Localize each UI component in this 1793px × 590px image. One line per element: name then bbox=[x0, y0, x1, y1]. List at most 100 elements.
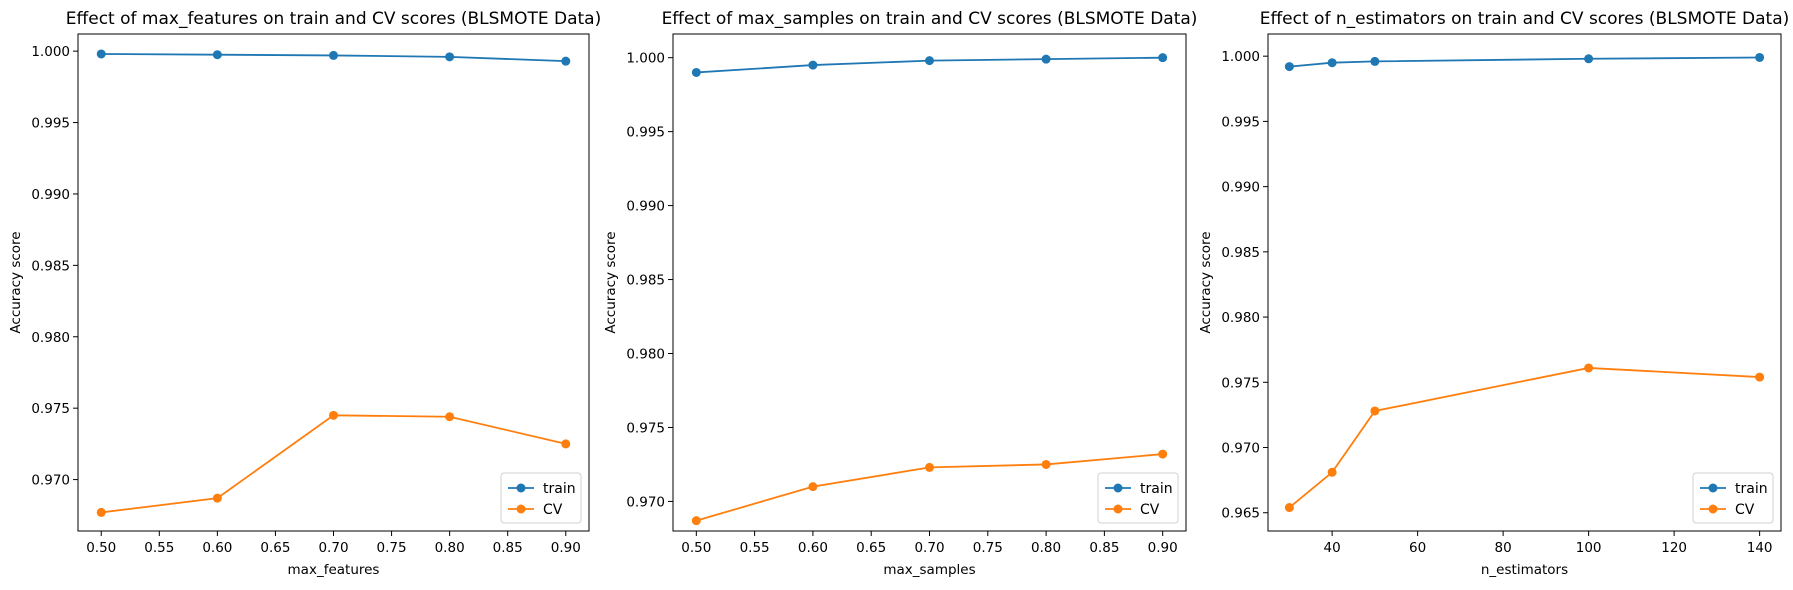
legend: train CV bbox=[1692, 472, 1774, 524]
y-axis-label: Accuracy score bbox=[8, 231, 24, 333]
chart-panel-3: Effect of n_estimators on train and CV s… bbox=[1198, 9, 1789, 578]
y-tick-label: 0.970 bbox=[1221, 441, 1260, 457]
data-point-train bbox=[691, 67, 701, 77]
x-tick-label: 0.60 bbox=[798, 540, 828, 556]
chart-panel-1: Effect of max_features on train and CV s… bbox=[8, 9, 601, 578]
legend-marker bbox=[1708, 504, 1718, 514]
x-axis-label: max_samples bbox=[883, 562, 975, 578]
y-tick-label: 0.985 bbox=[31, 258, 70, 274]
y-tick-label: 1.000 bbox=[626, 51, 665, 67]
chart-title: Effect of max_samples on train and CV sc… bbox=[662, 9, 1198, 29]
data-point-cv bbox=[212, 493, 222, 503]
y-tick-label: 0.980 bbox=[1221, 310, 1260, 326]
legend-label: train bbox=[1735, 481, 1768, 497]
data-point-train bbox=[1327, 58, 1337, 68]
y-tick-label: 0.990 bbox=[1221, 180, 1260, 196]
x-tick-label: 0.50 bbox=[86, 540, 116, 556]
data-point-train bbox=[96, 49, 106, 59]
data-point-cv bbox=[925, 462, 934, 472]
legend: train CV bbox=[500, 472, 582, 524]
chart-panel-2: Effect of max_samples on train and CV sc… bbox=[603, 9, 1197, 578]
x-axis-label: n_estimators bbox=[1481, 562, 1568, 578]
data-point-cv bbox=[96, 507, 106, 517]
data-point-train bbox=[1584, 54, 1594, 64]
plot-frame bbox=[1267, 33, 1782, 532]
data-point-train bbox=[1041, 54, 1051, 64]
data-point-cv bbox=[1755, 372, 1765, 382]
y-axis-label: Accuracy score bbox=[1198, 231, 1214, 333]
x-axis-label: max_features bbox=[288, 562, 380, 578]
data-point-train bbox=[808, 60, 818, 70]
legend-label: train bbox=[1140, 481, 1173, 497]
y-tick-label: 0.995 bbox=[626, 125, 665, 141]
y-tick-label: 0.990 bbox=[626, 199, 665, 215]
legend-label: CV bbox=[1735, 502, 1755, 518]
data-point-cv bbox=[1327, 467, 1337, 477]
data-point-train bbox=[1370, 56, 1380, 66]
legend-marker bbox=[516, 504, 526, 514]
chart-title: Effect of n_estimators on train and CV s… bbox=[1260, 9, 1790, 29]
data-point-cv bbox=[691, 516, 701, 526]
y-tick-label: 1.000 bbox=[31, 44, 70, 60]
data-point-cv bbox=[808, 482, 818, 492]
legend-label: train bbox=[543, 481, 576, 497]
data-point-train bbox=[329, 50, 338, 60]
y-tick-label: 0.970 bbox=[626, 494, 665, 510]
data-point-train bbox=[561, 56, 571, 66]
x-tick-label: 0.60 bbox=[202, 540, 232, 556]
data-point-train bbox=[1284, 62, 1294, 72]
y-tick-label: 0.965 bbox=[1221, 506, 1260, 522]
y-axis-label: Accuracy score bbox=[603, 231, 619, 333]
x-tick-label: 0.80 bbox=[1031, 540, 1061, 556]
data-point-train bbox=[925, 56, 934, 66]
data-point-train bbox=[445, 52, 455, 62]
x-tick-label: 0.75 bbox=[973, 540, 1003, 556]
x-tick-label: 0.70 bbox=[914, 540, 944, 556]
x-tick-label: 0.85 bbox=[1089, 540, 1119, 556]
x-tick-label: 0.55 bbox=[740, 540, 770, 556]
legend: train CV bbox=[1097, 472, 1179, 524]
legend-label: CV bbox=[543, 502, 563, 518]
x-tick-label: 60 bbox=[1409, 540, 1426, 556]
y-tick-label: 0.970 bbox=[31, 473, 70, 489]
y-tick-label: 0.975 bbox=[1221, 375, 1260, 391]
data-point-cv bbox=[1041, 459, 1051, 469]
legend-marker bbox=[516, 483, 526, 493]
x-tick-label: 100 bbox=[1576, 540, 1602, 556]
x-tick-label: 0.55 bbox=[144, 540, 174, 556]
series-line-cv bbox=[101, 414, 566, 514]
y-tick-label: 0.975 bbox=[31, 401, 70, 417]
x-tick-label: 0.65 bbox=[856, 540, 886, 556]
series-line-train bbox=[1289, 56, 1760, 68]
data-point-train bbox=[1755, 52, 1765, 62]
series-line-cv bbox=[1288, 367, 1760, 509]
legend-marker bbox=[1113, 504, 1123, 514]
x-tick-label: 0.75 bbox=[377, 540, 407, 556]
x-tick-label: 80 bbox=[1495, 540, 1512, 556]
data-point-cv bbox=[329, 410, 338, 420]
x-tick-label: 0.50 bbox=[681, 540, 711, 556]
x-tick-label: 0.70 bbox=[318, 540, 348, 556]
legend-marker bbox=[1113, 483, 1123, 493]
y-tick-label: 0.995 bbox=[1221, 114, 1260, 130]
data-point-cv bbox=[1584, 363, 1594, 373]
y-tick-label: 0.990 bbox=[31, 187, 70, 203]
y-tick-label: 0.985 bbox=[626, 273, 665, 289]
chart-title: Effect of max_features on train and CV s… bbox=[66, 9, 601, 29]
y-tick-label: 0.980 bbox=[31, 330, 70, 346]
x-tick-label: 0.90 bbox=[1148, 540, 1178, 556]
data-point-cv bbox=[445, 412, 455, 422]
y-tick-label: 1.000 bbox=[1221, 49, 1260, 65]
data-point-cv bbox=[561, 439, 571, 449]
x-tick-label: 140 bbox=[1747, 540, 1773, 556]
plot-frame bbox=[77, 33, 590, 532]
legend-label: CV bbox=[1140, 502, 1160, 518]
x-tick-label: 120 bbox=[1661, 540, 1687, 556]
data-point-cv bbox=[1158, 449, 1168, 459]
x-tick-label: 40 bbox=[1324, 540, 1341, 556]
y-tick-label: 0.975 bbox=[626, 420, 665, 436]
plot-frame bbox=[672, 33, 1187, 532]
y-tick-label: 0.985 bbox=[1221, 245, 1260, 261]
x-tick-label: 0.65 bbox=[260, 540, 290, 556]
